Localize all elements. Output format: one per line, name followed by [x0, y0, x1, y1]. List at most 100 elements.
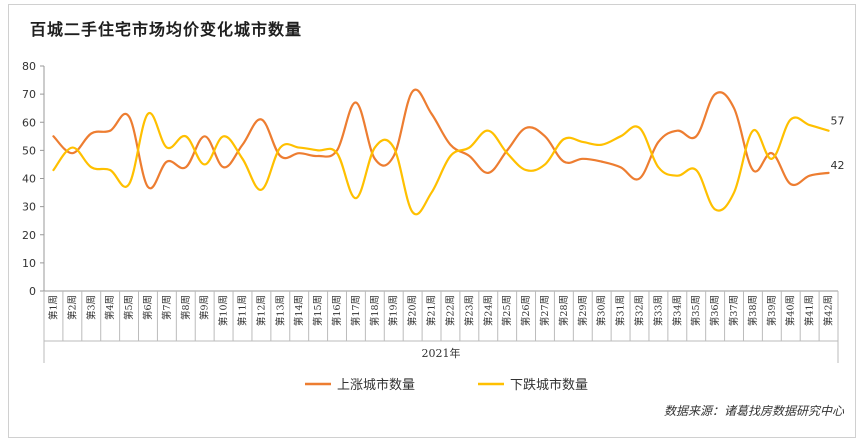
legend: 上涨城市数量 下跌城市数量	[305, 377, 588, 393]
data-point	[185, 135, 187, 137]
x-tick-label: 第8周	[180, 295, 192, 320]
data-point	[638, 177, 640, 179]
end-data-label: 57	[831, 115, 845, 128]
y-axis: 0 10 20 30 40 50 60 70 80	[22, 60, 45, 298]
x-tick-label: 第18周	[369, 295, 381, 326]
x-tick-label: 第20周	[407, 295, 419, 326]
x-tick-label: 第14周	[293, 295, 305, 326]
y-tick-label: 50	[22, 144, 36, 157]
series-line-1	[52, 88, 830, 190]
data-point	[582, 158, 584, 160]
data-point	[430, 113, 432, 115]
x-tick-label: 第37周	[728, 295, 740, 326]
x-tick-label: 第42周	[823, 295, 835, 326]
data-point	[411, 211, 413, 213]
y-tick-label: 30	[22, 201, 36, 214]
chart-frame	[8, 4, 856, 438]
series-layer: 42 57	[52, 88, 845, 216]
data-point	[317, 155, 319, 157]
data-point	[222, 166, 224, 168]
data-point	[600, 160, 602, 162]
data-point	[752, 169, 754, 171]
x-tick-label: 第7周	[161, 295, 173, 320]
data-point	[90, 166, 92, 168]
data-point	[676, 129, 678, 131]
x-tick-label: 第1周	[47, 295, 59, 320]
x-tick-label: 第4周	[104, 295, 116, 320]
x-tick-label: 第34周	[671, 295, 683, 326]
data-point	[544, 135, 546, 137]
data-point	[393, 155, 395, 157]
x-tick-label: 第39周	[766, 295, 778, 326]
x-tick-label: 第32周	[634, 295, 646, 326]
x-tick-label: 第15周	[312, 295, 324, 326]
x-tick-label: 第25周	[501, 295, 513, 326]
data-point	[638, 127, 640, 129]
x-tick-label: 第27周	[539, 295, 551, 326]
x-tick-label: 第36周	[709, 295, 721, 326]
data-point	[790, 118, 792, 120]
data-point	[676, 174, 678, 176]
data-point	[52, 169, 54, 171]
data-point	[241, 158, 243, 160]
legend-label: 上涨城市数量	[337, 377, 415, 393]
data-point	[166, 160, 168, 162]
x-tick-label: 第35周	[690, 295, 702, 326]
data-point	[468, 146, 470, 148]
data-point	[222, 135, 224, 137]
data-point	[714, 208, 716, 210]
data-point	[411, 90, 413, 92]
data-point	[600, 144, 602, 146]
data-point	[166, 146, 168, 148]
x-tick-label: 第17周	[350, 295, 362, 326]
data-point	[563, 160, 565, 162]
x-tick-label: 第38周	[747, 295, 759, 326]
data-point	[203, 163, 205, 165]
data-point	[506, 152, 508, 154]
x-tick-label: 第6周	[142, 295, 154, 320]
x-tick-label: 第5周	[123, 295, 135, 320]
y-tick-label: 80	[22, 60, 36, 73]
x-tick-label: 第10周	[218, 295, 230, 326]
x-tick-label: 第2周	[66, 295, 78, 320]
x-tick-label: 第16周	[331, 295, 343, 326]
data-point	[52, 135, 54, 137]
data-point	[430, 191, 432, 193]
data-point	[619, 166, 621, 168]
x-tick-label: 第29周	[577, 295, 589, 326]
x-tick-label: 第9周	[199, 295, 211, 320]
x-tick-label: 第41周	[804, 295, 816, 326]
data-point	[393, 146, 395, 148]
y-tick-label: 20	[22, 229, 36, 242]
y-tick-label: 60	[22, 116, 36, 129]
data-point	[185, 166, 187, 168]
data-point	[298, 152, 300, 154]
data-point	[260, 189, 262, 191]
data-point	[771, 152, 773, 154]
data-point	[808, 124, 810, 126]
data-point	[71, 146, 73, 148]
x-tick-label: 第33周	[652, 295, 664, 326]
x-tick-label: 第40周	[785, 295, 797, 326]
data-point	[128, 183, 130, 185]
data-point	[790, 183, 792, 185]
data-point	[827, 129, 829, 131]
data-point	[355, 197, 357, 199]
data-point	[449, 144, 451, 146]
series-line-2	[52, 112, 830, 216]
data-point	[109, 129, 111, 131]
x-tick-label: 第11周	[237, 295, 249, 326]
x-tick-label: 第23周	[463, 295, 475, 326]
data-point	[374, 158, 376, 160]
data-point	[203, 135, 205, 137]
data-point	[487, 172, 489, 174]
data-source-note: 数据来源：诸葛找房数据研究中心	[663, 404, 844, 418]
data-point	[317, 149, 319, 151]
x-tick-label: 第19周	[388, 295, 400, 326]
data-point	[298, 146, 300, 148]
x-tick-label: 第26周	[520, 295, 532, 326]
x-axis-group-label: 2021年	[422, 346, 461, 360]
data-point	[808, 174, 810, 176]
data-point	[128, 115, 130, 117]
data-point	[487, 129, 489, 131]
